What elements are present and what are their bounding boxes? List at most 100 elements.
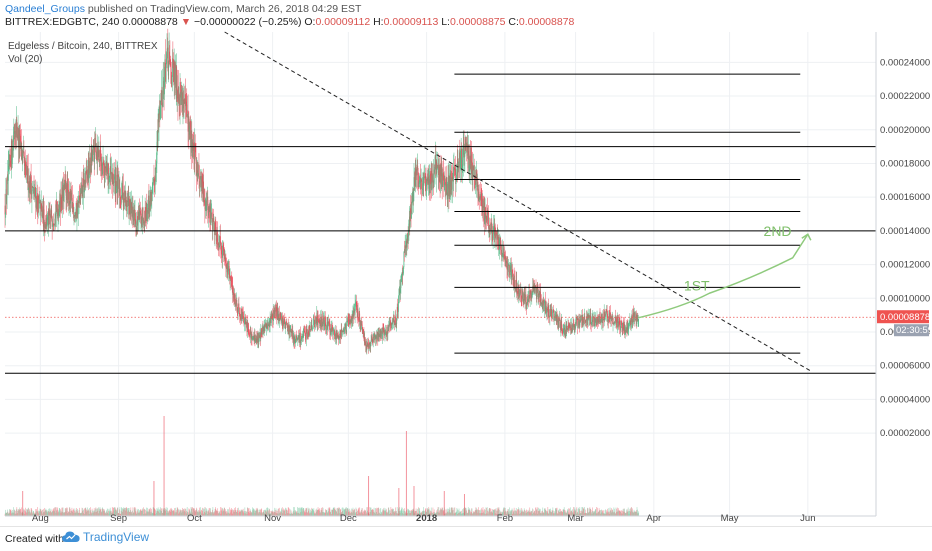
candle-body [600,321,602,323]
volume-bar [615,513,616,516]
candle-body [169,51,170,60]
volume-bar [580,513,581,516]
volume-bar [599,510,601,516]
candle-body [357,308,359,318]
volume-bar [547,512,549,516]
volume-bar [573,507,574,516]
volume-bar [28,512,30,516]
candle-body [322,324,324,327]
volume-bar [467,507,469,516]
candle-body [27,168,29,183]
candle-body [364,337,366,343]
candle-body [409,216,410,227]
candle-body [213,221,215,231]
candle-body [403,251,405,253]
volume-bar [526,510,528,516]
volume-bar [607,508,608,516]
candle-body [167,47,169,64]
candle-body [172,58,174,63]
axes[interactable]: 0.000240000.000220000.000200000.00018000… [5,32,932,524]
tradingview-logo[interactable]: TradingView [62,530,149,544]
candle-body [166,48,168,59]
candle-body [116,174,118,193]
volume-bar [97,508,98,516]
candle-body [535,286,537,293]
volume-bar [563,508,564,516]
trendline-dashed[interactable] [224,31,811,372]
volume-bar [261,508,263,516]
annotation-label[interactable]: 1ST [684,278,710,294]
volume-bar [331,509,333,516]
candle-body [204,205,206,210]
volume-bar [172,510,174,516]
candle-body [102,161,104,164]
volume-bar [390,513,392,516]
volume-bar [452,509,454,516]
volume-bar [370,507,372,516]
candle-body [27,168,29,191]
volume-bar [189,511,191,516]
volume-bar [633,511,634,516]
candle-body [578,318,579,325]
volume-bar [241,509,243,516]
candle-body [571,324,573,333]
projection-curve[interactable] [638,233,809,319]
annotation-label[interactable]: 2ND [764,223,792,239]
candle-body [181,89,183,101]
trendline[interactable] [224,31,811,372]
candle-body [556,314,557,322]
candle-body [168,61,170,76]
projection-arrow[interactable] [638,233,812,319]
candle-body [202,181,204,195]
candle-body [365,342,366,347]
price-chart[interactable]: 1ST 2ND 0.000240000.000220000.000200000.0… [0,0,932,526]
candle-body [443,184,445,186]
volume-bar [19,507,21,516]
volume-bar [125,508,127,516]
candle-body [611,316,613,317]
candle-body [228,266,230,273]
publisher-link[interactable]: Qandeel_Groups [5,3,85,15]
volume-bar [31,509,33,516]
volume-bar [500,511,502,516]
candle-body [302,334,304,338]
candle-body [296,337,298,340]
candle-body [461,167,463,169]
volume-bar [495,509,496,516]
horizontal-levels[interactable] [5,73,876,374]
volume-bar [250,510,252,516]
annotations[interactable]: 1ST 2ND [684,223,792,294]
candle-body [334,335,336,340]
candle-body [628,322,630,325]
candle-body [329,323,330,325]
volume-bar [378,513,380,516]
volume-bar [494,509,495,516]
candle-body [434,169,435,173]
candle-body [514,280,515,289]
candle-body [549,316,550,318]
volume-bar [577,511,579,516]
volume-bar [423,507,425,516]
candle-body [410,212,412,219]
candle-body [565,326,567,338]
volume-bar [487,510,488,516]
candle-body [486,219,488,222]
volume-bar [142,509,144,516]
volume-bar [418,507,419,516]
candle-body [269,317,271,327]
candle-body [327,324,329,329]
last-price: 0.00008878 [122,16,178,28]
candle-body [112,168,114,182]
candle-body [498,236,499,245]
volume-bar [600,513,601,516]
volume-bar [323,511,324,516]
volume-bar [593,512,595,516]
candle-body [32,187,34,188]
candle-body [448,175,449,178]
candle-body [579,319,581,326]
volume-bar [188,513,189,516]
volume-bar [501,511,503,516]
candle-body [282,320,284,326]
volume-bar [13,512,15,516]
volume-bar [578,507,579,516]
